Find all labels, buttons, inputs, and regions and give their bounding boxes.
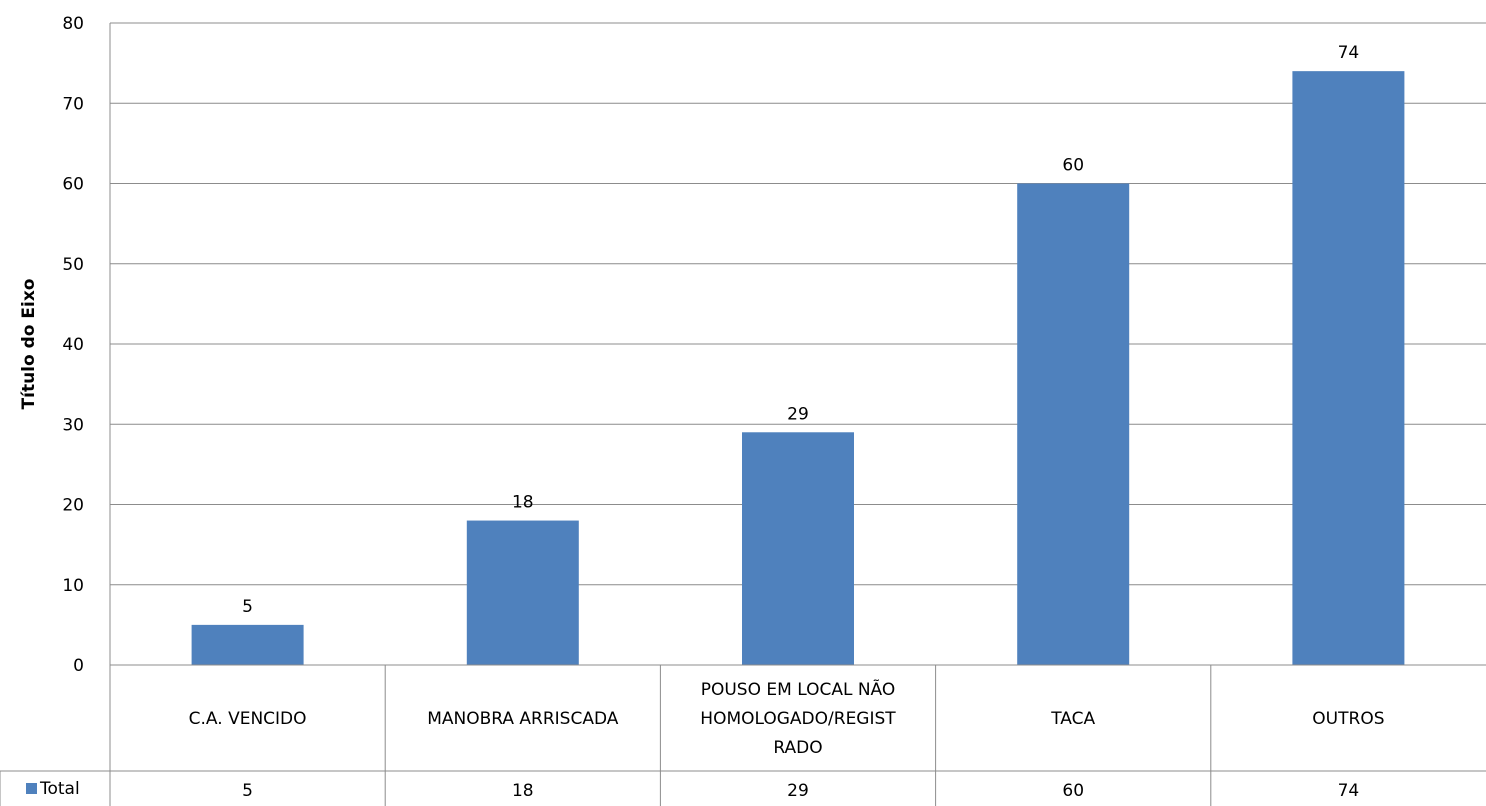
- y-tick-label: 20: [62, 496, 84, 516]
- table-value: 5: [242, 781, 253, 801]
- x-category-label: POUSO EM LOCAL NÃO: [701, 678, 896, 700]
- y-tick-label: 50: [62, 255, 84, 275]
- bar: [191, 624, 304, 665]
- bars: [191, 71, 1405, 665]
- y-axis-title: Título do Eixo: [19, 279, 39, 410]
- table-value: 60: [1062, 781, 1084, 801]
- y-tick-label: 10: [62, 576, 84, 596]
- table-value: 29: [787, 781, 809, 801]
- data-label: 60: [1062, 156, 1084, 176]
- y-tick-label: 60: [62, 175, 84, 195]
- data-label: 5: [242, 597, 253, 617]
- bar: [1292, 71, 1405, 665]
- x-category-label: RADO: [773, 738, 822, 758]
- x-category-label: HOMOLOGADO/REGIST: [700, 709, 896, 729]
- bar: [742, 432, 854, 665]
- x-category-label: C.A. VENCIDO: [189, 709, 307, 729]
- table-value: 18: [512, 781, 534, 801]
- data-label: 29: [787, 404, 809, 424]
- data-label: 74: [1338, 43, 1360, 63]
- x-category-label: OUTROS: [1312, 709, 1384, 729]
- bar: [466, 520, 579, 665]
- x-category-label: MANOBRA ARRISCADA: [427, 709, 619, 729]
- data-label: 18: [512, 493, 534, 513]
- y-tick-label: 80: [62, 14, 84, 34]
- data-table: C.A. VENCIDO 5 MANOBRA ARRISCADA 18 POUSO EM…: [0, 664, 1486, 806]
- y-axis-ticks: 0 10 20 30 40 50 60 70 80: [62, 14, 84, 676]
- y-tick-label: 0: [73, 656, 84, 676]
- y-tick-label: 30: [62, 415, 84, 435]
- legend-swatch: [26, 783, 37, 794]
- data-labels: 5 18 29 60 74: [242, 43, 1359, 617]
- gridlines: [109, 22, 1486, 806]
- table-value: 74: [1338, 781, 1360, 801]
- y-tick-label: 70: [62, 94, 84, 114]
- bar: [1017, 183, 1130, 665]
- y-tick-label: 40: [62, 335, 84, 355]
- x-category-label: TACA: [1050, 709, 1095, 729]
- legend-label: Total: [39, 779, 80, 799]
